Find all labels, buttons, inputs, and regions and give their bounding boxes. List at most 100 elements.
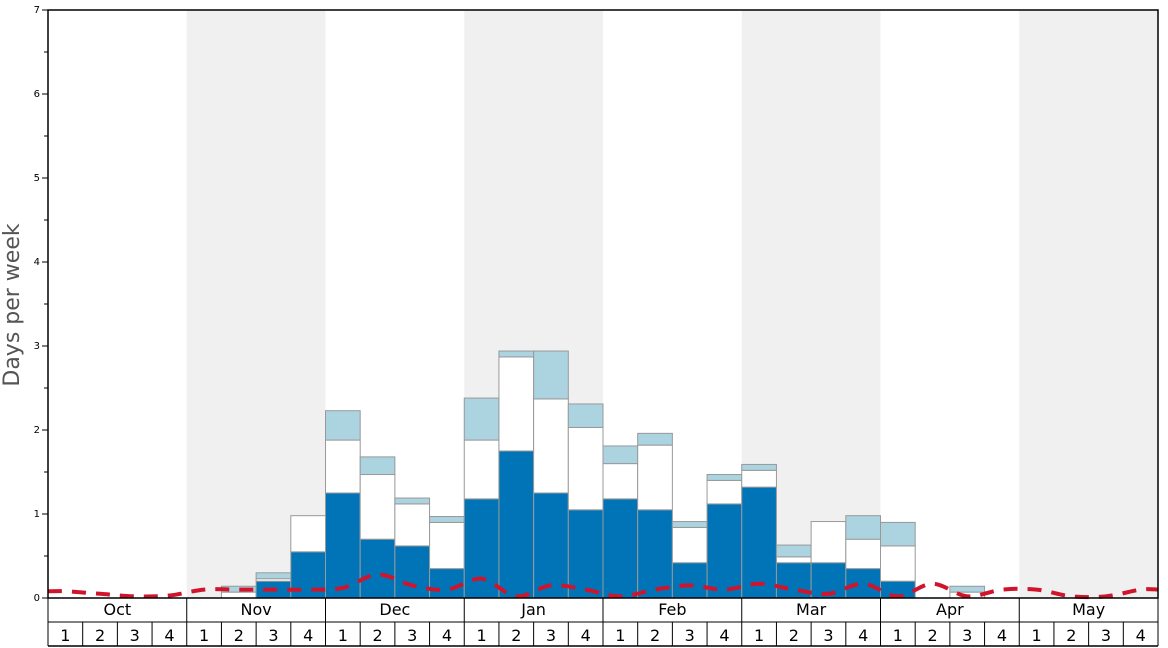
bar-segment-3-week-12 [429, 516, 465, 523]
bar-segment-2-week-14 [498, 356, 535, 452]
week-label: 3 [268, 626, 278, 645]
week-label: 3 [823, 626, 833, 645]
month-shading [186, 10, 1158, 598]
month-shade-may [1019, 10, 1158, 598]
bar-segment-1-week-12 [429, 568, 465, 599]
y-tick-label: 0 [34, 593, 40, 604]
week-label: 2 [372, 626, 382, 645]
week-label: 1 [199, 626, 209, 645]
y-tick-label: 2 [34, 425, 40, 436]
month-label-jan: Jan [520, 600, 546, 619]
bar-segment-2-week-21 [741, 469, 777, 488]
bar-segment-2-week-9 [325, 439, 361, 494]
bar-segment-1-week-9 [325, 492, 361, 599]
bar-segment-1-week-18 [637, 509, 673, 599]
week-label: 3 [130, 626, 140, 645]
bar-segment-2-week-13 [463, 439, 500, 500]
month-shade-nov [186, 10, 326, 598]
month-label-nov: Nov [241, 600, 272, 619]
bar-segment-1-week-15 [533, 492, 569, 599]
bar-segment-1-week-20 [706, 503, 743, 599]
y-axis: 0 1 2 3 4 5 6 7 [34, 5, 48, 604]
bar-segment-3-week-7 [255, 572, 292, 580]
average-line-layer [47, 572, 1159, 600]
month-label-may: May [1072, 600, 1105, 619]
bar-segment-2-week-12 [429, 521, 465, 570]
bar-segment-3-week-16 [567, 403, 604, 428]
bar-segment-2-week-17 [602, 463, 639, 500]
week-label: 3 [685, 626, 695, 645]
bar-segment-1-week-24 [845, 568, 881, 599]
week-label: 4 [997, 626, 1007, 645]
y-axis-label: Days per week [0, 223, 25, 386]
average-line [47, 572, 1159, 600]
week-label: 1 [477, 626, 487, 645]
bar-segment-2-week-19 [671, 526, 708, 564]
week-label: 1 [60, 626, 70, 645]
week-label: 1 [893, 626, 903, 645]
bar-segment-1-week-16 [567, 509, 604, 599]
week-label: 3 [962, 626, 972, 645]
week-label: 2 [927, 626, 937, 645]
week-label: 2 [95, 626, 105, 645]
bar-segment-3-week-25 [880, 521, 916, 547]
y-tick-label: 3 [34, 341, 40, 352]
week-label: 4 [719, 626, 729, 645]
bar-segment-3-week-27 [949, 585, 986, 593]
month-axis: Oct Nov Dec Jan Feb Mar Apr May [47, 598, 1159, 647]
bar-segment-3-week-22 [775, 544, 812, 558]
bar-segment-3-week-14 [498, 350, 535, 358]
bar-segment-2-week-15 [533, 398, 569, 494]
bars [220, 350, 986, 599]
bar-segment-1-week-21 [741, 486, 777, 599]
week-label: 2 [650, 626, 660, 645]
bar-segment-2-week-6 [220, 591, 257, 599]
bar-segment-3-week-10 [359, 456, 396, 476]
bar-segment-1-week-14 [498, 450, 535, 599]
month-label-oct: Oct [104, 600, 132, 619]
bar-segment-3-week-24 [845, 515, 881, 540]
month-label-feb: Feb [658, 600, 686, 619]
y-tick-label: 1 [34, 509, 40, 520]
y-tick-label: 4 [34, 257, 40, 268]
bar-segment-1-week-19 [671, 562, 708, 599]
week-label: 2 [234, 626, 244, 645]
bar-segment-2-week-24 [845, 538, 881, 570]
week-label: 2 [511, 626, 521, 645]
bar-segment-2-week-22 [775, 556, 812, 564]
bar-segment-2-week-20 [706, 479, 743, 505]
y-tick-label: 5 [34, 173, 40, 184]
week-label: 2 [789, 626, 799, 645]
bar-segment-2-week-11 [394, 503, 431, 547]
week-label: 4 [1136, 626, 1146, 645]
bar-segment-2-week-10 [359, 474, 396, 540]
bar-segment-2-week-16 [567, 426, 604, 511]
bar-segment-1-week-13 [463, 498, 500, 599]
month-label-mar: Mar [796, 600, 827, 619]
bar-segment-3-week-17 [602, 445, 639, 465]
week-label: 4 [442, 626, 452, 645]
y-tick-label: 7 [34, 5, 40, 16]
bar-segment-2-week-25 [880, 545, 916, 582]
bar-segment-3-week-19 [671, 521, 708, 528]
week-label: 1 [338, 626, 348, 645]
week-label: 1 [615, 626, 625, 645]
bar-segment-1-week-17 [602, 498, 639, 599]
bar-segment-2-week-23 [810, 521, 847, 564]
week-label: 4 [581, 626, 591, 645]
bar-segment-3-week-13 [463, 397, 500, 441]
week-label: 1 [754, 626, 764, 645]
week-label: 4 [858, 626, 868, 645]
bar-segment-1-week-11 [394, 545, 431, 599]
month-label-apr: Apr [936, 600, 964, 619]
month-label-dec: Dec [379, 600, 410, 619]
week-label: 3 [546, 626, 556, 645]
bar-segment-3-week-18 [637, 432, 673, 446]
bar-segment-3-week-21 [741, 463, 777, 471]
y-tick-label: 6 [34, 89, 40, 100]
week-label: 4 [164, 626, 174, 645]
week-label: 2 [1066, 626, 1076, 645]
bar-segment-3-week-20 [706, 474, 743, 481]
week-label: 3 [1101, 626, 1111, 645]
